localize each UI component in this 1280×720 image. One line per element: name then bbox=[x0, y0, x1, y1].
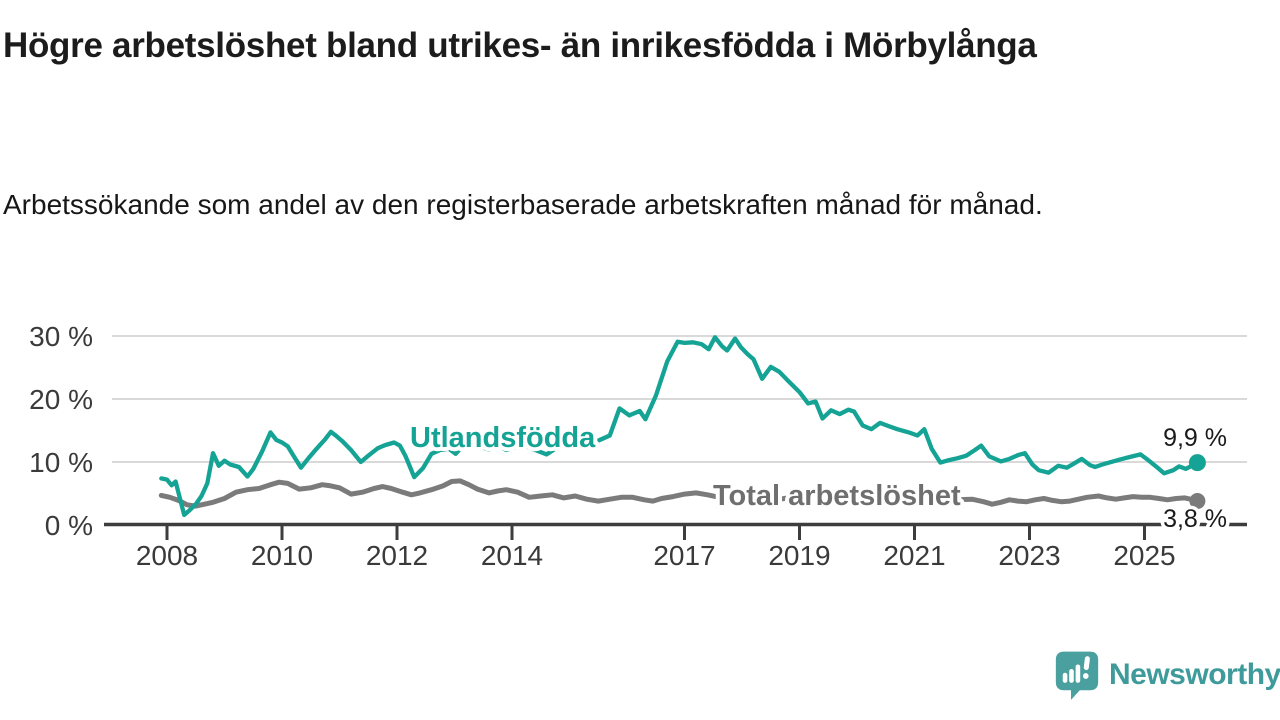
series-end-dot bbox=[1189, 493, 1206, 510]
newsworthy-logo: Newsworthy bbox=[1054, 646, 1280, 704]
y-axis-tick-label: 30 % bbox=[29, 321, 93, 352]
x-axis-tick-label: 2025 bbox=[1113, 540, 1175, 571]
y-axis-tick-label: 10 % bbox=[29, 447, 93, 478]
series-label: Total arbetslöshet bbox=[713, 480, 961, 512]
series-line-total bbox=[158, 478, 1200, 509]
x-axis-tick-label: 2019 bbox=[768, 540, 830, 571]
x-axis-tick-label: 2014 bbox=[481, 540, 543, 571]
series-end-dot bbox=[1188, 454, 1206, 472]
end-value-label: 9,9 % bbox=[1163, 424, 1227, 452]
x-axis-tick-label: 2012 bbox=[366, 540, 428, 571]
end-value-label: 3,8 % bbox=[1163, 505, 1227, 533]
series-label: Utlandsfödda bbox=[410, 422, 596, 454]
y-axis-tick-label: 0 % bbox=[45, 510, 93, 541]
x-axis-tick-label: 2008 bbox=[136, 540, 198, 571]
newsworthy-chart-bubble-icon bbox=[1055, 651, 1099, 700]
x-axis-tick-label: 2021 bbox=[883, 540, 945, 571]
page-title: Högre arbetslöshet bland utrikes- än inr… bbox=[3, 26, 1037, 65]
newsworthy-wordmark: Newsworthy bbox=[1109, 658, 1280, 691]
chart-subtitle: Arbetssökande som andel av den registerb… bbox=[3, 189, 1043, 220]
y-axis-tick-label: 20 % bbox=[29, 384, 93, 415]
x-axis-tick-label: 2017 bbox=[653, 540, 715, 571]
series-line-utlandsfodda bbox=[159, 335, 1200, 518]
x-axis-tick-label: 2023 bbox=[998, 540, 1060, 571]
x-axis-tick-label: 2010 bbox=[251, 540, 313, 571]
